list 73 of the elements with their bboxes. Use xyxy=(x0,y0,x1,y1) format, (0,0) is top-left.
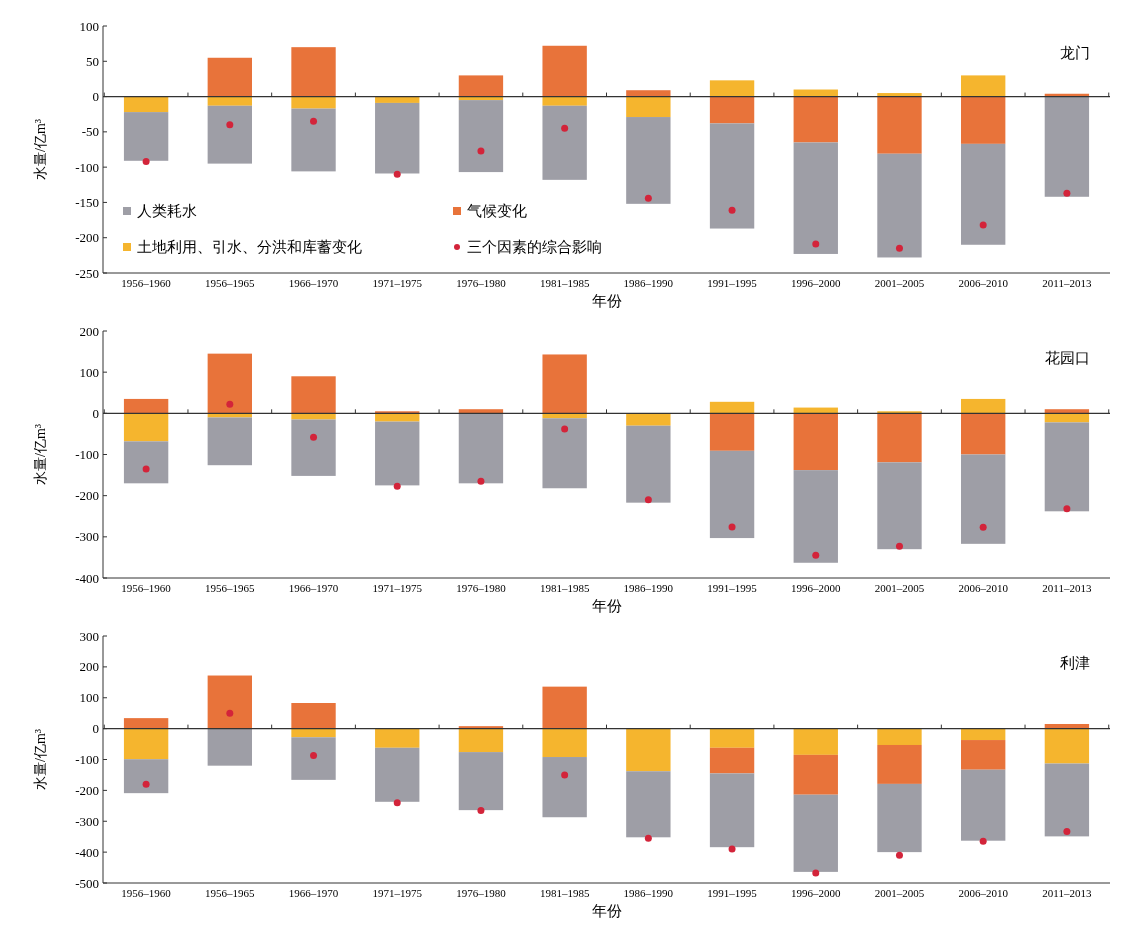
x-tick-label: 1956–1965 xyxy=(205,582,256,594)
x-tick-label: 1996–2000 xyxy=(791,582,842,594)
legend-label: 土地利用、引水、分洪和库蓄变化 xyxy=(137,239,362,256)
x-tick-label: 1986–1990 xyxy=(623,277,674,289)
annotation: 龙门 xyxy=(1060,45,1090,61)
x-tick-label: 2011–2013 xyxy=(1042,582,1092,594)
legend-label: 三个因素的综合影响 xyxy=(467,239,602,256)
x-tick-label: 1956–1960 xyxy=(121,277,172,289)
y-tick-label: -250 xyxy=(75,265,99,281)
x-axis-title: 年份 xyxy=(591,293,622,309)
x-tick-label: 1991–1995 xyxy=(707,277,758,289)
y-tick-label: -100 xyxy=(75,159,99,175)
x-axis-title: 年份 xyxy=(591,598,622,614)
annotation: 花园口 xyxy=(1045,350,1090,366)
y-tick-label: 200 xyxy=(79,323,99,339)
x-tick-label: 1986–1990 xyxy=(623,887,674,899)
x-tick-label: 2001–2005 xyxy=(874,887,925,899)
x-tick-label: 1956–1965 xyxy=(205,277,256,289)
y-tick-label: 300 xyxy=(79,628,99,644)
y-axis-title: 水量/亿m³ xyxy=(33,729,48,790)
x-tick-label: 1976–1980 xyxy=(456,887,507,899)
x-tick-label: 1981–1985 xyxy=(539,277,590,289)
x-tick-label: 1991–1995 xyxy=(707,887,758,899)
x-tick-label: 1986–1990 xyxy=(623,582,674,594)
y-tick-label: -100 xyxy=(75,447,99,463)
x-tick-label: 1956–1960 xyxy=(121,887,172,899)
y-tick-label: -400 xyxy=(75,844,99,860)
y-tick-label: -500 xyxy=(75,875,99,891)
x-tick-label: 1981–1985 xyxy=(539,887,590,899)
x-tick-label: 1966–1970 xyxy=(288,887,339,899)
y-tick-label: 0 xyxy=(92,405,99,421)
x-tick-label: 1981–1985 xyxy=(539,582,590,594)
x-tick-label: 2011–2013 xyxy=(1042,277,1092,289)
y-axis-title: 水量/亿m³ xyxy=(33,119,48,180)
x-tick-label: 1971–1975 xyxy=(372,582,423,594)
x-tick-label: 2001–2005 xyxy=(874,277,925,289)
y-tick-label: -50 xyxy=(81,124,99,140)
y-tick-label: 100 xyxy=(79,18,99,34)
x-tick-label: 1956–1960 xyxy=(121,582,172,594)
y-tick-label: -150 xyxy=(75,194,99,210)
y-tick-label: -300 xyxy=(75,813,99,829)
legend-label: 气候变化 xyxy=(467,203,527,220)
y-tick-label: -200 xyxy=(75,782,99,798)
y-tick-label: -400 xyxy=(75,570,99,586)
legend-label: 人类耗水 xyxy=(137,203,197,220)
x-tick-label: 1956–1965 xyxy=(205,887,256,899)
x-tick-label: 1996–2000 xyxy=(791,277,842,289)
x-tick-label: 1996–2000 xyxy=(791,887,842,899)
x-tick-label: 1966–1970 xyxy=(288,582,339,594)
x-tick-label: 2011–2013 xyxy=(1042,887,1092,899)
annotation: 利津 xyxy=(1060,655,1090,671)
x-tick-label: 1966–1970 xyxy=(288,277,339,289)
y-tick-label: -100 xyxy=(75,752,99,768)
x-tick-label: 1971–1975 xyxy=(372,887,423,899)
y-tick-label: 100 xyxy=(79,690,99,706)
y-tick-label: -200 xyxy=(75,488,99,504)
x-tick-label: 1976–1980 xyxy=(456,582,507,594)
y-tick-label: 50 xyxy=(86,53,99,69)
y-tick-label: 200 xyxy=(79,659,99,675)
x-tick-label: 2006–2010 xyxy=(958,582,1009,594)
x-tick-label: 1991–1995 xyxy=(707,582,758,594)
y-tick-label: -200 xyxy=(75,230,99,246)
x-tick-label: 2006–2010 xyxy=(958,277,1009,289)
x-tick-label: 1976–1980 xyxy=(456,277,507,289)
x-tick-label: 2001–2005 xyxy=(874,582,925,594)
y-tick-label: -300 xyxy=(75,529,99,545)
y-tick-label: 100 xyxy=(79,364,99,380)
y-tick-label: 0 xyxy=(92,721,99,737)
x-axis-title: 年份 xyxy=(591,903,622,919)
x-tick-label: 2006–2010 xyxy=(958,887,1009,899)
y-tick-label: 0 xyxy=(92,89,99,105)
x-tick-label: 1971–1975 xyxy=(372,277,423,289)
y-axis-title: 水量/亿m³ xyxy=(33,424,48,485)
